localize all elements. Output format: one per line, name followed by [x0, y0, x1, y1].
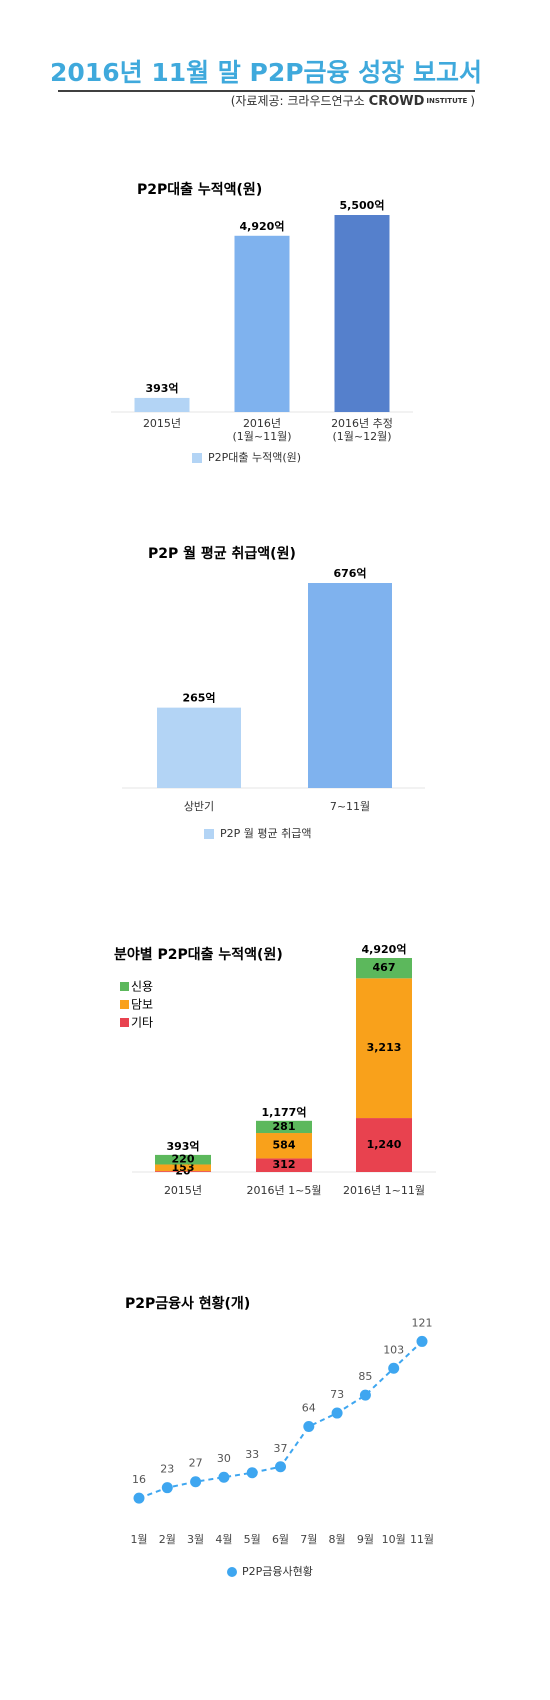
value-label: 23 [160, 1463, 174, 1476]
source-text: (자료제공: 크라우드연구소 [231, 94, 365, 108]
value-label: 64 [302, 1401, 316, 1414]
x-tick-label: 2월 [159, 1533, 176, 1546]
bar-segment [155, 1171, 211, 1172]
bar [157, 707, 241, 788]
x-tick-label: 8월 [329, 1533, 346, 1546]
bar [134, 397, 190, 412]
x-tick-label: 상반기 [184, 800, 214, 813]
bar-segment [356, 1118, 412, 1172]
value-label: 4,920억 [240, 220, 285, 233]
legend-label: P2P대출 누적액(원) [208, 451, 301, 464]
line [138, 1340, 423, 1500]
value-label: 33 [245, 1448, 259, 1461]
x-tick-label: 4월 [215, 1533, 232, 1546]
x-tick-label: 2015년 [143, 417, 181, 430]
point [331, 1407, 343, 1419]
x-tick-label: (1월~11월) [232, 430, 291, 443]
segment-label: 220 [172, 1153, 195, 1166]
x-tick-label: 1월 [130, 1533, 147, 1546]
bar-segment [256, 1158, 312, 1172]
point [133, 1492, 145, 1504]
bar [334, 215, 390, 412]
chart-title: P2P대출 누적액(원) [137, 181, 262, 198]
x-tick-label: 2016년 [243, 417, 281, 430]
legend-swatch [120, 1018, 129, 1027]
point [359, 1389, 371, 1401]
legend-swatch [204, 829, 214, 839]
x-tick-label: 2015년 [164, 1184, 202, 1197]
brand-sub: INSTITUTE [426, 97, 467, 105]
x-tick-label: 11월 [410, 1533, 434, 1546]
segment-label: 3,213 [367, 1041, 402, 1054]
value-label: 30 [217, 1452, 231, 1465]
total-label: 4,920억 [362, 943, 407, 956]
legend-swatch [227, 1567, 237, 1577]
x-tick-label: (1월~12월) [332, 430, 391, 443]
bar-segment [155, 1164, 211, 1172]
bar [308, 583, 392, 788]
legend-label: 신용 [131, 980, 153, 994]
value-label: 265억 [182, 692, 215, 705]
value-label: 85 [358, 1370, 372, 1383]
legend-label: 담보 [131, 998, 153, 1012]
point [416, 1335, 428, 1347]
point [161, 1482, 173, 1494]
x-tick-label: 7~11월 [330, 800, 370, 813]
value-label: 676억 [333, 567, 366, 580]
value-label: 5,500억 [340, 199, 385, 212]
value-label: 393억 [145, 382, 178, 395]
point [275, 1461, 286, 1473]
value-label: 27 [189, 1457, 203, 1470]
bar-segment [356, 958, 412, 979]
point [218, 1471, 230, 1483]
legend-label: P2P 월 평균 취급액 [220, 827, 311, 840]
value-label: 16 [132, 1473, 146, 1486]
x-tick-label: 10월 [382, 1533, 406, 1546]
segment-label: 281 [273, 1120, 296, 1133]
x-tick-label: 7월 [300, 1533, 317, 1546]
segment-label: 584 [273, 1139, 296, 1152]
bar-segment [256, 1133, 312, 1159]
x-tick-label: 2016년 1~11월 [343, 1184, 425, 1197]
legend-swatch [192, 453, 202, 463]
brand: CROWD [369, 94, 425, 109]
value-label: 121 [412, 1316, 433, 1329]
bar-segment [256, 1120, 312, 1134]
segment-label: 467 [373, 961, 396, 974]
total-label: 393억 [166, 1140, 199, 1153]
x-tick-label: 2016년 추정 [331, 417, 393, 430]
value-label: 73 [330, 1388, 344, 1401]
point [190, 1476, 202, 1488]
legend-label: 기타 [131, 1016, 153, 1030]
legend-swatch [120, 1000, 129, 1009]
x-tick-label: 2016년 1~5월 [247, 1184, 322, 1197]
legend-label: P2P금융사현황 [242, 1565, 313, 1578]
point [303, 1420, 315, 1432]
x-tick-label: 3월 [187, 1533, 204, 1546]
chart-title: 분야별 P2P대출 누적액(원) [114, 946, 283, 963]
bar-segment [356, 978, 412, 1119]
page-title: 2016년 11월 말 P2P금융 성장 보고서 [50, 58, 482, 87]
segment-label: 312 [273, 1158, 296, 1171]
point [388, 1362, 400, 1374]
value-label: 103 [383, 1343, 404, 1356]
bar-segment [155, 1154, 211, 1165]
point [246, 1467, 258, 1479]
x-tick-label: 6월 [272, 1533, 289, 1546]
chart-title: P2P금융사 현황(개) [125, 1295, 250, 1312]
x-tick-label: 9월 [357, 1533, 374, 1546]
source-end: ) [470, 94, 475, 108]
x-tick-label: 5월 [244, 1533, 261, 1546]
bar [234, 235, 290, 412]
chart-title: P2P 월 평균 취급액(원) [148, 545, 296, 562]
value-label: 37 [274, 1442, 288, 1455]
legend-swatch [120, 982, 129, 991]
source: (자료제공: 크라우드연구소 CROWD INSTITUTE) [231, 94, 475, 109]
total-label: 1,177억 [262, 1106, 307, 1119]
segment-label: 1,240 [367, 1138, 402, 1151]
